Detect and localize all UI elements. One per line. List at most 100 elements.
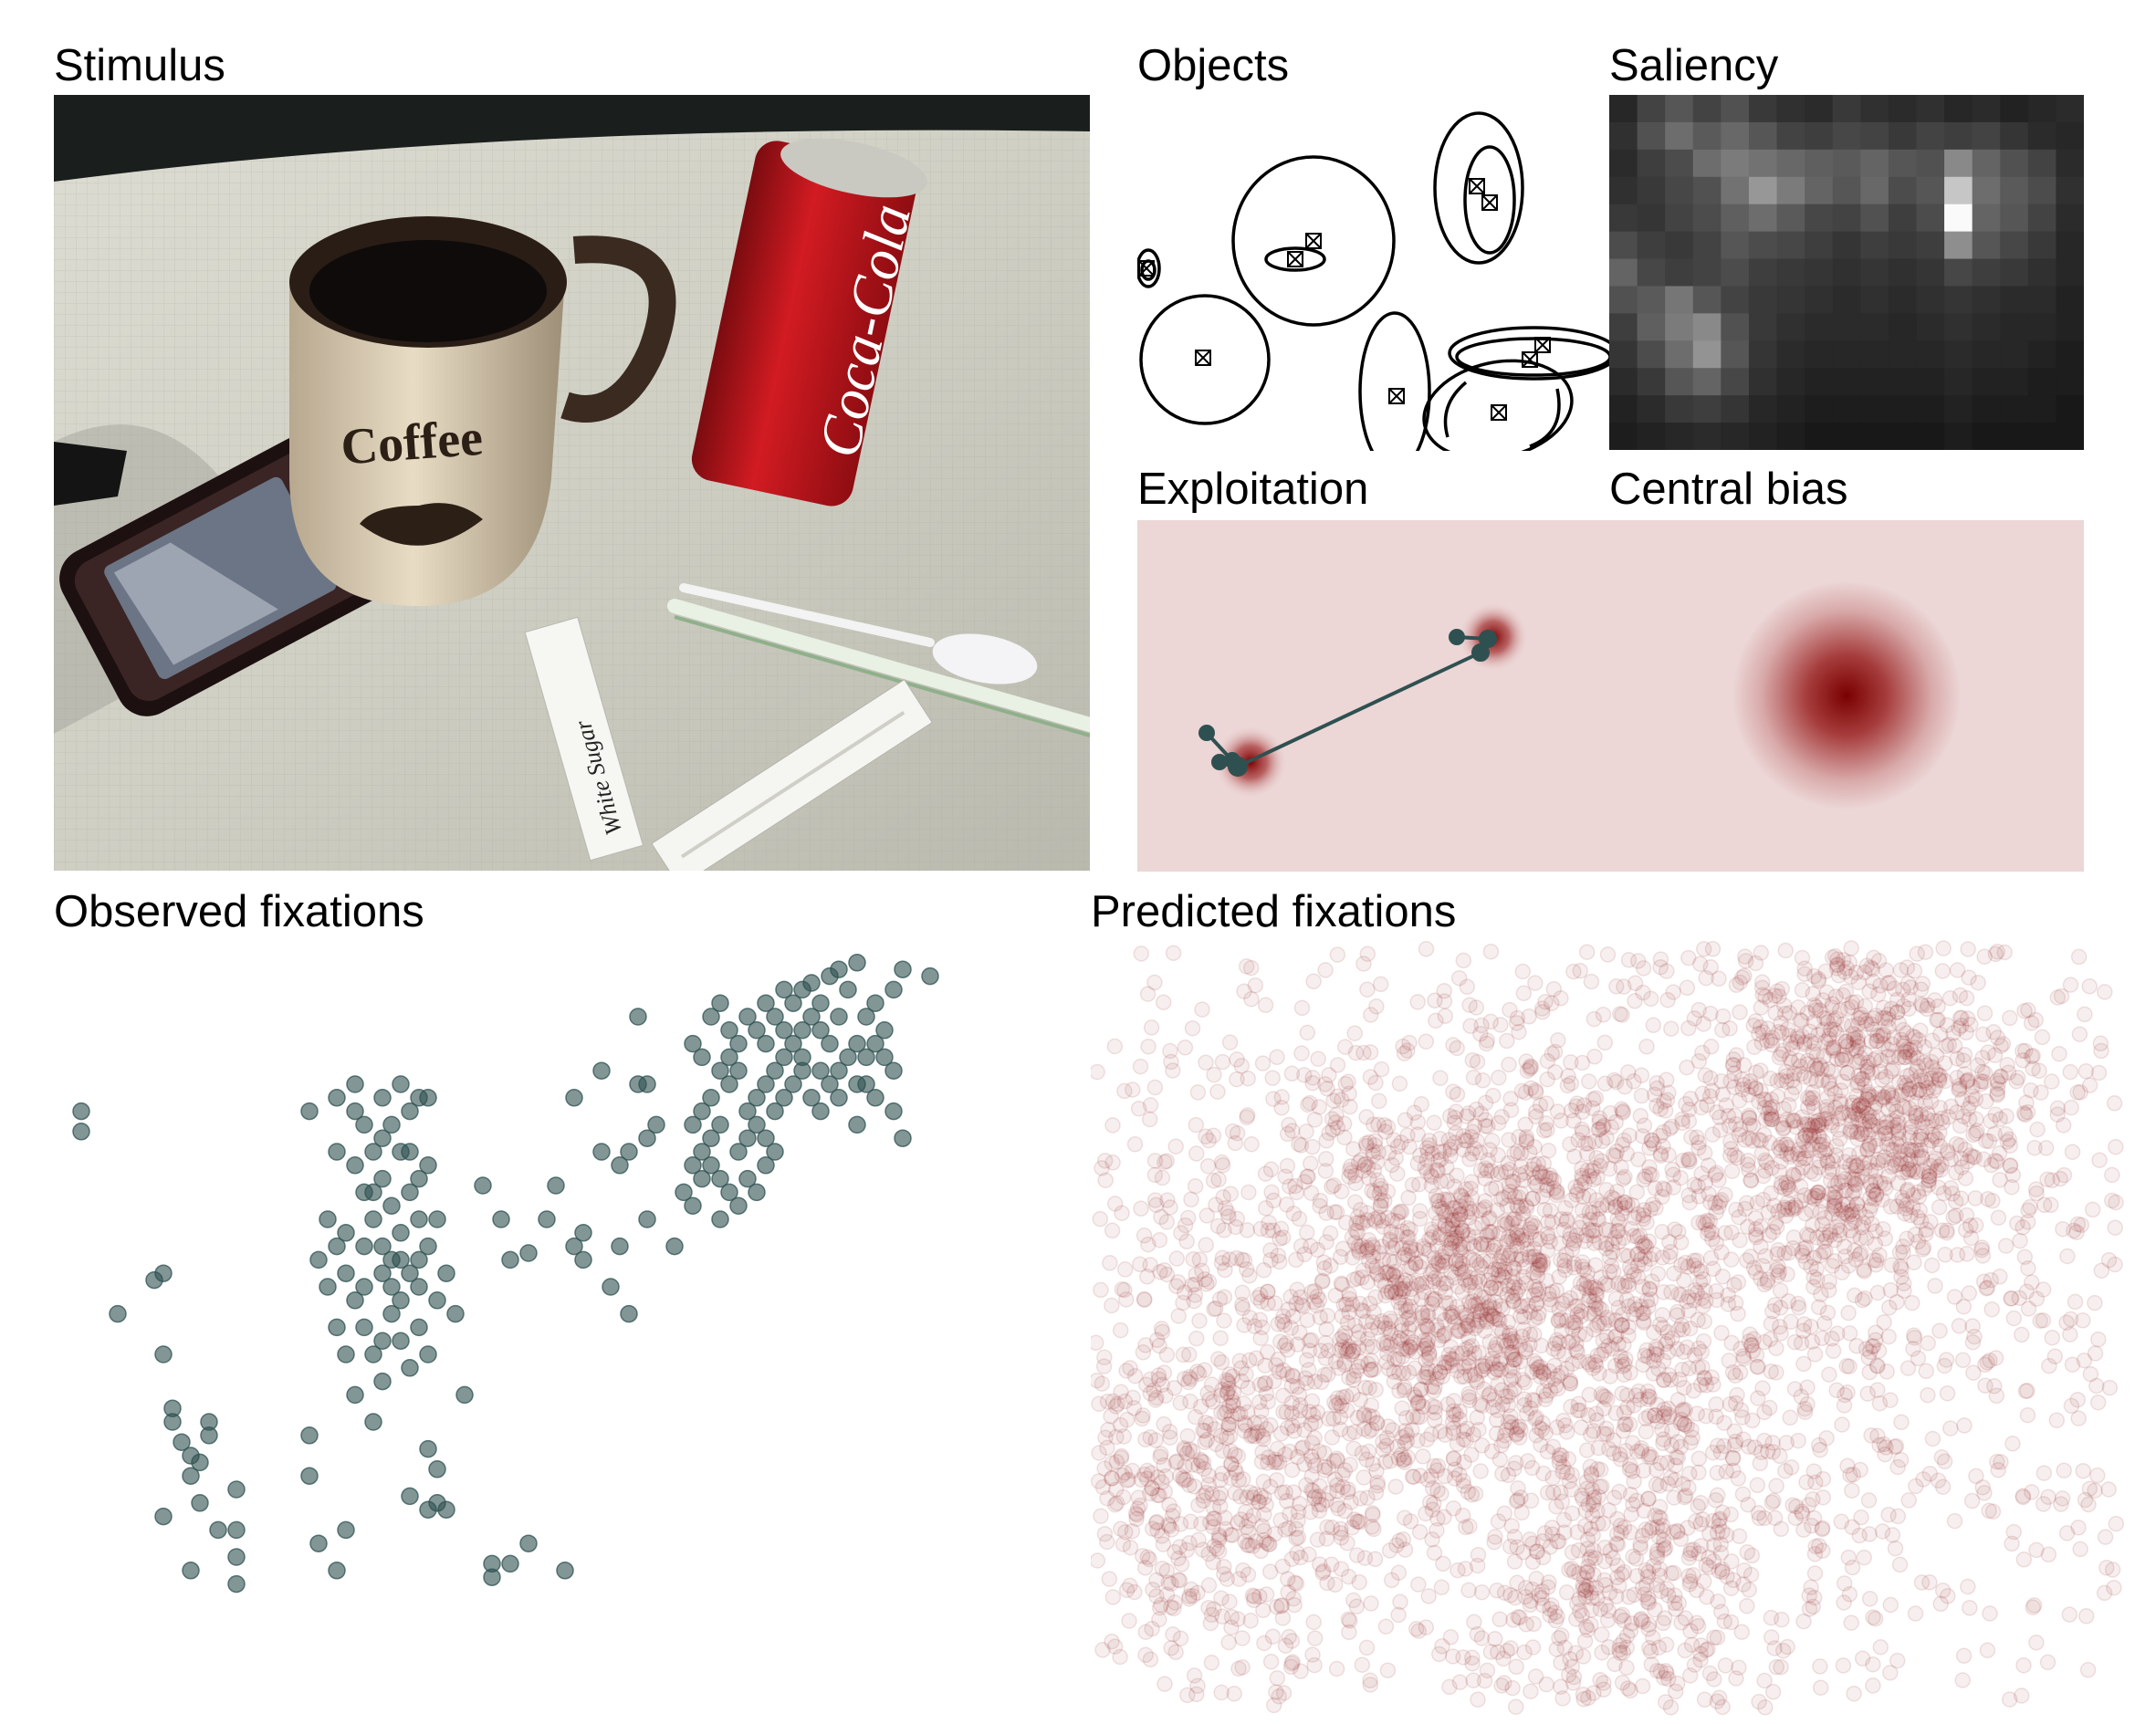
predicted-fixation-point — [1210, 1527, 1228, 1543]
saliency-cell — [2000, 121, 2029, 151]
predicted-fixations-plot — [1091, 940, 2131, 1720]
predicted-fixation-point — [1417, 1159, 1433, 1176]
predicted-fixation-point — [1604, 1340, 1620, 1357]
predicted-fixation-point — [1852, 1229, 1869, 1247]
observed-fixation-point — [309, 1250, 328, 1269]
saliency-cell — [1609, 149, 1638, 178]
predicted-fixation-point — [1419, 1361, 1437, 1378]
predicted-fixation-point — [1512, 1144, 1530, 1162]
predicted-fixation-point — [1263, 1184, 1280, 1201]
observed-fixation-point — [748, 1115, 766, 1134]
saliency-cell — [1637, 395, 1666, 423]
predicted-fixation-point — [1399, 1042, 1416, 1059]
predicted-fixation-point — [1475, 1361, 1491, 1378]
predicted-fixation-point — [1332, 1409, 1349, 1426]
predicted-fixation-point — [1139, 1549, 1156, 1565]
predicted-fixation-point — [1773, 1046, 1790, 1062]
predicted-fixation-point — [1598, 1181, 1615, 1198]
saliency-cell — [1637, 176, 1666, 205]
predicted-fixation-point — [2108, 1138, 2124, 1155]
predicted-fixation-point — [1481, 1253, 1499, 1269]
predicted-fixation-point — [1418, 1033, 1435, 1050]
predicted-fixation-point — [2039, 1171, 2056, 1187]
saliency-cell — [2056, 423, 2084, 450]
observed-fixation-point — [382, 1196, 401, 1215]
predicted-fixation-point — [2070, 1520, 2087, 1536]
predicted-fixation-point — [1701, 1525, 1718, 1542]
predicted-fixation-point — [2026, 1139, 2043, 1156]
observed-fixation-point — [857, 1048, 875, 1067]
predicted-fixation-point — [1277, 1168, 1293, 1185]
predicted-fixation-point — [1867, 1236, 1884, 1252]
predicted-fixation-point — [1360, 1443, 1377, 1460]
predicted-fixation-point — [1988, 1154, 2005, 1170]
saliency-cell — [1721, 204, 1750, 233]
predicted-fixation-point — [1368, 1154, 1386, 1171]
predicted-fixation-point — [1864, 961, 1881, 977]
predicted-fixation-point — [1960, 941, 1976, 957]
saliency-cell — [2027, 176, 2057, 205]
predicted-fixation-point — [1615, 1229, 1632, 1247]
predicted-fixation-point — [2053, 987, 2070, 1005]
observed-fixation-point — [483, 1568, 501, 1586]
predicted-fixation-point — [1318, 1531, 1335, 1547]
predicted-fixation-point — [1799, 1395, 1816, 1413]
predicted-fixation-point — [1770, 1203, 1786, 1220]
predicted-fixation-point — [1525, 1240, 1543, 1258]
saliency-cell — [1944, 121, 1973, 151]
predicted-fixation-point — [1554, 1322, 1570, 1340]
predicted-fixation-point — [1359, 1489, 1376, 1506]
predicted-fixation-point — [2075, 1312, 2091, 1329]
saliency-cell — [1916, 423, 1945, 450]
predicted-fixation-point — [1956, 1417, 1973, 1434]
predicted-fixation-point — [1185, 1587, 1201, 1604]
predicted-fixation-point — [1669, 1303, 1686, 1321]
saliency-cell — [2056, 368, 2084, 396]
saliency-cell — [1805, 95, 1834, 123]
observed-fixation-point — [382, 1278, 401, 1296]
predicted-fixation-point — [1356, 1550, 1374, 1566]
predicted-fixation-point — [1592, 1478, 1608, 1496]
predicted-fixation-point — [1284, 1367, 1301, 1384]
predicted-fixation-point — [1198, 1207, 1216, 1224]
predicted-fixation-point — [1641, 1165, 1658, 1183]
predicted-fixation-point — [1221, 1366, 1238, 1383]
predicted-fixation-point — [1281, 1116, 1297, 1134]
predicted-fixation-point — [1811, 1057, 1828, 1073]
predicted-fixation-point — [2004, 1436, 2021, 1452]
observed-fixation-point — [848, 1075, 866, 1093]
predicted-fixation-point — [1737, 1200, 1753, 1217]
predicted-fixation-point — [1136, 1291, 1153, 1309]
observed-fixation-point — [702, 1089, 720, 1107]
predicted-fixation-point — [1493, 1323, 1511, 1340]
predicted-fixation-point — [2036, 1196, 2053, 1214]
predicted-fixation-point — [1513, 1504, 1530, 1521]
predicted-fixation-point — [1795, 1322, 1812, 1340]
predicted-fixation-point — [1282, 1178, 1298, 1195]
observed-fixation-point — [757, 1034, 775, 1053]
saliency-cell — [2027, 258, 2057, 287]
predicted-fixation-point — [1728, 1670, 1744, 1687]
predicted-fixation-point — [1190, 1365, 1208, 1382]
predicted-fixation-point — [1642, 990, 1659, 1008]
predicted-fixation-point — [1454, 1507, 1471, 1524]
predicted-fixation-point — [1840, 1146, 1858, 1164]
predicted-fixation-point — [1288, 1295, 1304, 1312]
predicted-fixation-point — [1697, 1282, 1713, 1299]
predicted-fixation-point — [1383, 1283, 1400, 1301]
predicted-fixation-point — [1679, 979, 1696, 997]
predicted-fixation-point — [1510, 1608, 1527, 1625]
predicted-fixation-point — [1331, 1395, 1347, 1412]
observed-fixation-point — [410, 1278, 428, 1296]
predicted-fixation-point — [1429, 1522, 1445, 1539]
predicted-fixation-point — [1610, 1300, 1627, 1316]
predicted-fixation-point — [1334, 1240, 1352, 1257]
predicted-fixation-point — [1349, 1224, 1366, 1241]
predicted-fixation-point — [1586, 1235, 1603, 1251]
predicted-fixation-point — [1549, 1332, 1565, 1349]
saliency-cell — [2027, 423, 2057, 450]
predicted-fixation-point — [1649, 1413, 1666, 1430]
predicted-fixation-point — [1306, 1283, 1323, 1300]
saliency-cell — [1860, 368, 1889, 396]
predicted-fixation-point — [1582, 1279, 1598, 1296]
